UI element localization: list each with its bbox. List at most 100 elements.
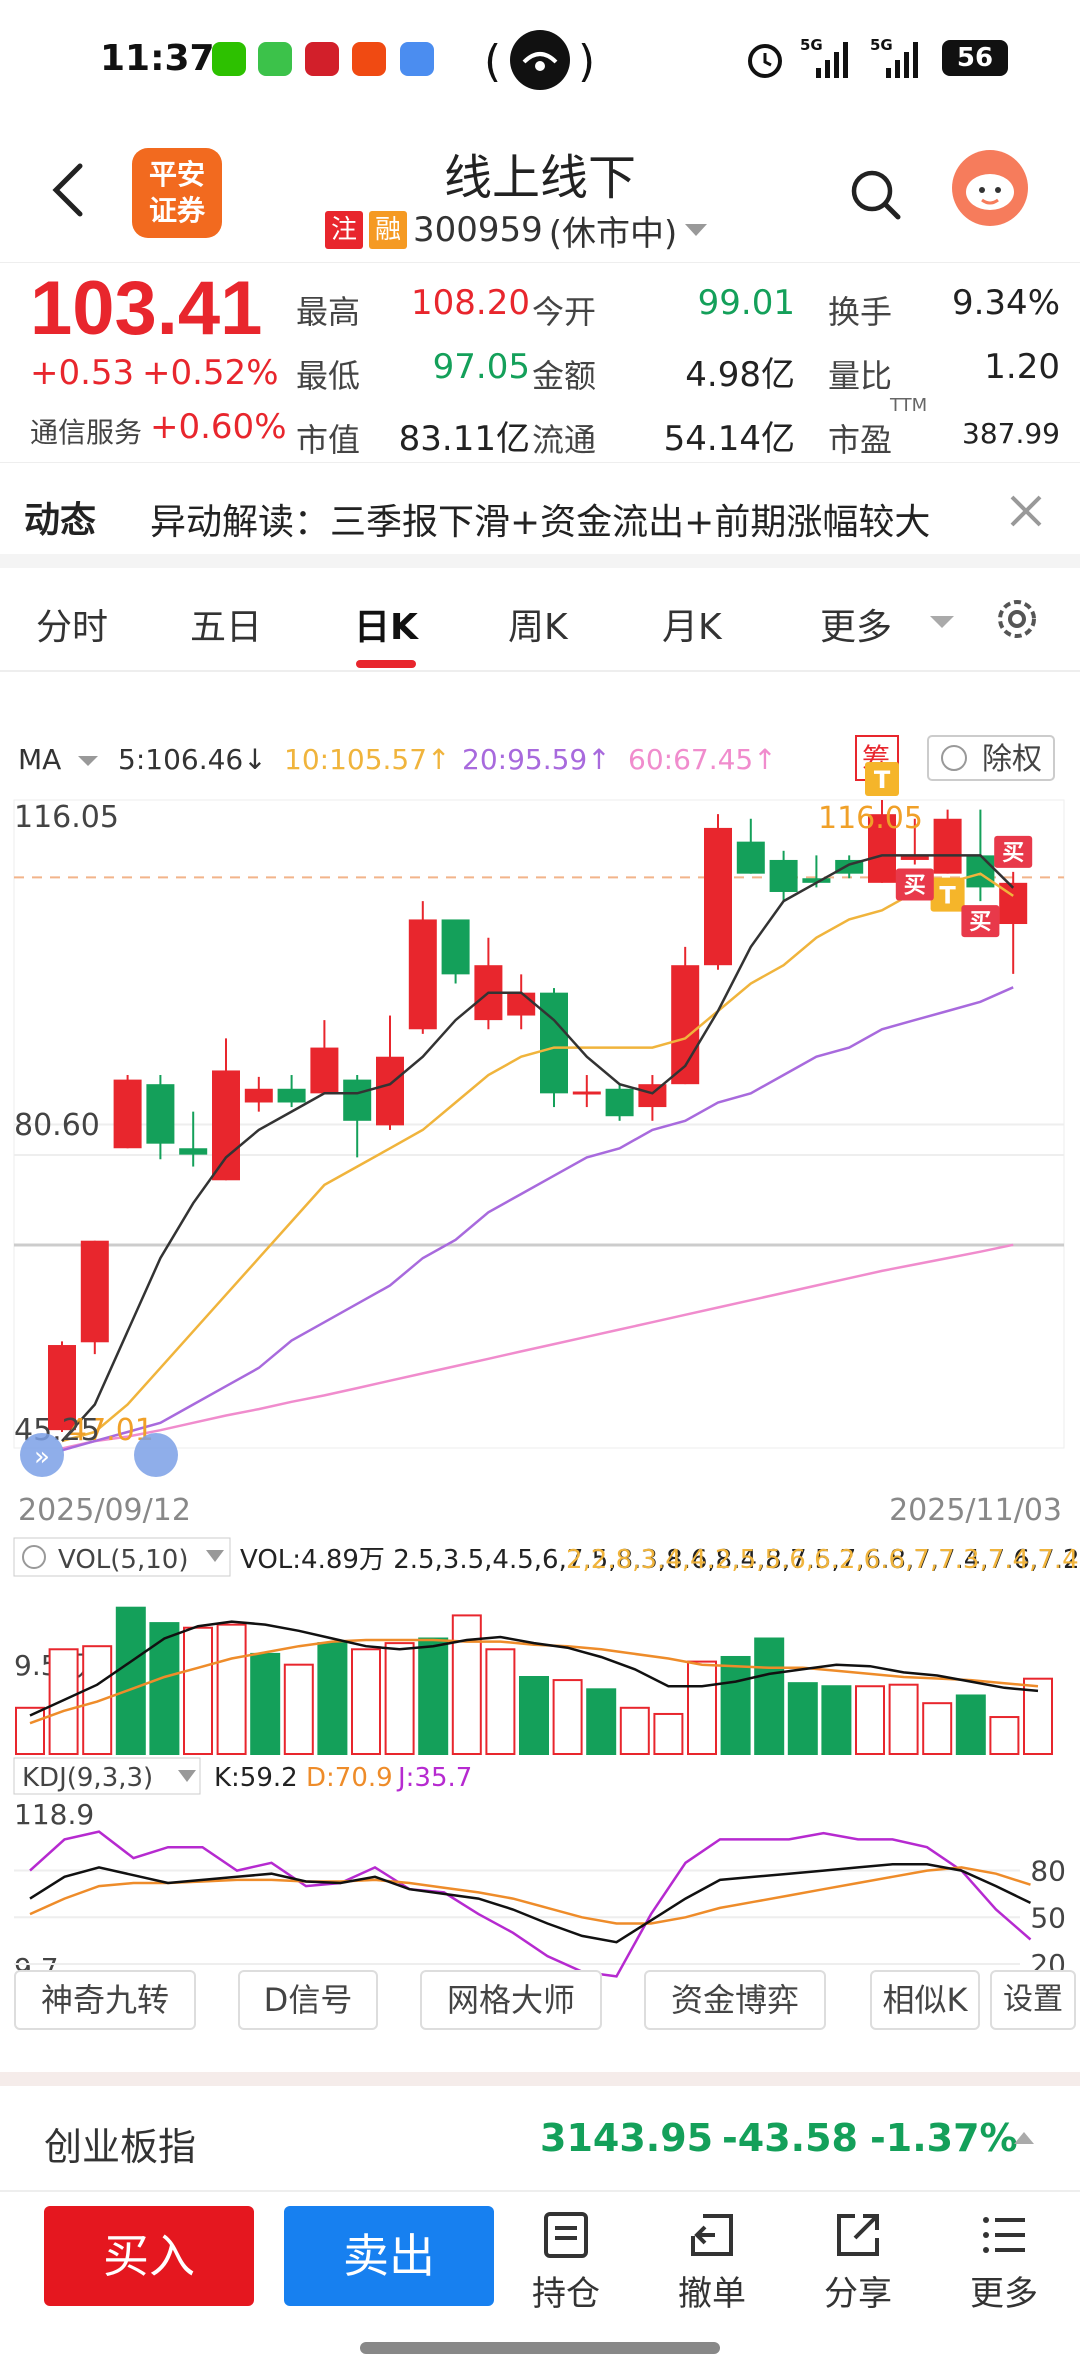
expand-up-icon [1014, 2132, 1034, 2144]
tab-monthly-k[interactable]: 月K [662, 607, 722, 648]
cancel-order-label: 撤单 [678, 2274, 746, 2314]
quote-value-4: 4.98亿 [685, 355, 795, 395]
signal-badge-1 [930, 877, 965, 912]
assistant-avatar[interactable] [952, 150, 1028, 226]
buy-button[interactable]: 买入 [44, 2206, 254, 2306]
kdj-d-value: D:70.9 [306, 1763, 393, 1793]
signal-icon-1: 5G [800, 34, 860, 82]
candle-body-23 [802, 878, 831, 883]
bank-app-icon [305, 42, 339, 76]
vol-bar-29 [989, 1716, 1020, 1755]
fund-game-button[interactable]: 资金博弈 [644, 1970, 826, 2030]
kdj-level-label-0: 80 [1030, 1855, 1066, 1888]
candle-body-1 [80, 1240, 109, 1343]
function-bar: 神奇九转 D信号 网格大师 资金博弈 相似K 设置 [0, 1960, 1080, 2040]
back-button[interactable] [48, 160, 88, 220]
svg-text:): ) [578, 36, 595, 87]
news-tag: 动态 [24, 500, 97, 541]
holdings-label: 持仓 [532, 2274, 600, 2314]
period-tabs: 分时 五日 日K 周K 月K 更多 [0, 568, 1080, 672]
vol-dropdown-icon [206, 1550, 224, 1562]
ma20-legend: 20:95.59↑ [462, 743, 611, 776]
tab-daily-k[interactable]: 日K [354, 607, 418, 648]
vol-bar-22 [754, 1637, 785, 1755]
grid-master-button[interactable]: 网格大师 [420, 1970, 602, 2030]
tab-five-day[interactable]: 五日 [190, 607, 263, 648]
more-button[interactable]: 更多 [954, 2210, 1054, 2315]
tab-weekly-k[interactable]: 周K [508, 607, 568, 648]
kdj-selector [13, 1757, 201, 1795]
stock-subtitle[interactable]: 注 融 300959 (休市中) [325, 208, 709, 254]
expand-left-glyph: » [34, 1442, 50, 1472]
index-ticker[interactable]: 创业板指 3143.95 -43.58 -1.37% [0, 2072, 1080, 2192]
settings-button[interactable]: 设置 [990, 1970, 1076, 2030]
chart-settings-button[interactable] [990, 592, 1044, 646]
quote-label-0: 最高 [296, 293, 361, 331]
sector-name[interactable]: 通信服务 [30, 416, 143, 449]
date-start: 2025/09/12 [18, 1493, 191, 1528]
cancel-order-button[interactable]: 撤单 [662, 2210, 762, 2315]
stock-name: 线上线下 [443, 150, 636, 206]
quote-label-6: 市值 [296, 421, 361, 459]
tab-more[interactable]: 更多 [820, 607, 893, 648]
tab-intraday[interactable]: 分时 [36, 607, 109, 648]
broker-logo[interactable]: 平安 证券 [132, 148, 222, 238]
vol-bar-20 [687, 1660, 717, 1755]
candle-body-4 [179, 1148, 208, 1155]
quote-value-1: 99.01 [697, 283, 795, 323]
index-name: 创业板指 [44, 2125, 197, 2169]
candle-body-16 [572, 1091, 601, 1095]
vol-info-icon [22, 1545, 46, 1569]
candle-body-17 [605, 1088, 634, 1117]
ma20-line [61, 986, 1014, 1452]
quote-value-0: 108.20 [411, 283, 530, 323]
sell-button[interactable]: 卖出 [284, 2206, 494, 2306]
quote-label-3: 最低 [296, 357, 361, 395]
refresh-icon [134, 1433, 178, 1477]
close-news-button[interactable] [1004, 489, 1048, 533]
vol-ma10: 2,2.8,3.4,4.2,5,5.6,6.2,6.6,7,7.3,7.4,7.… [566, 1545, 1080, 1575]
dropdown-icon [685, 224, 708, 236]
share-button[interactable]: 分享 [808, 2210, 908, 2315]
candle-body-27 [933, 818, 962, 874]
nine-turn-button[interactable]: 神奇九转 [14, 1970, 196, 2030]
max-marker: 116.05 [818, 801, 923, 836]
vol-bar-2 [82, 1645, 113, 1756]
quote-value-5: 1.20 [984, 347, 1060, 387]
signal-text-0: T [874, 766, 891, 794]
kdj-k-line [29, 1863, 1032, 1944]
ma60-line [61, 1243, 1014, 1450]
vol-bar-1 [48, 1648, 79, 1756]
y-mid-label: 80.60 [14, 1108, 100, 1143]
vol-bar-9 [317, 1642, 348, 1755]
quote-value-2: 9.34% [951, 283, 1060, 323]
logo-line2: 证券 [148, 194, 205, 227]
signal-text-3: 买 [969, 910, 991, 935]
wechat-icon [212, 42, 246, 76]
candle-body-28 [966, 855, 995, 888]
quote-label-8: 市盈 [828, 421, 893, 459]
financing-tag: 融 [369, 211, 407, 249]
search-button[interactable] [846, 165, 906, 225]
holdings-button[interactable]: 持仓 [516, 2210, 616, 2315]
candle-body-18 [638, 1084, 667, 1108]
kdj-dropdown-icon [178, 1770, 196, 1782]
news-bar[interactable]: 动态 异动解读：三季报下滑+资金流出+前期涨幅较大 [0, 462, 1080, 568]
signal-text-4: 买 [1002, 841, 1024, 866]
vol-bar-5 [183, 1626, 213, 1755]
kline-chart[interactable]: MA 5:106.46↓ 10:105.57↑ 20:95.59↑ 60:67.45↑ 筹… [0, 680, 1080, 2040]
quote-label-1: 今开 [532, 293, 597, 331]
status-bar: 11:37 () 5G 5G 56 [0, 0, 1080, 120]
kdj-j-line [29, 1830, 1032, 1978]
signal-badge-0 [865, 762, 899, 796]
vol-bar-12 [418, 1637, 449, 1755]
similar-k-button[interactable]: 相似K [870, 1970, 980, 2030]
quote-value-7: 54.14亿 [663, 419, 795, 459]
kdj-d-line [29, 1866, 1031, 1925]
market-status: (休市中) [548, 213, 678, 254]
close-icon [1010, 495, 1042, 527]
d-signal-button[interactable]: D信号 [238, 1970, 378, 2030]
kdj-level-label-1: 50 [1030, 1901, 1066, 1934]
hotspot-icon: () [480, 24, 600, 96]
candle-body-2 [113, 1079, 142, 1149]
